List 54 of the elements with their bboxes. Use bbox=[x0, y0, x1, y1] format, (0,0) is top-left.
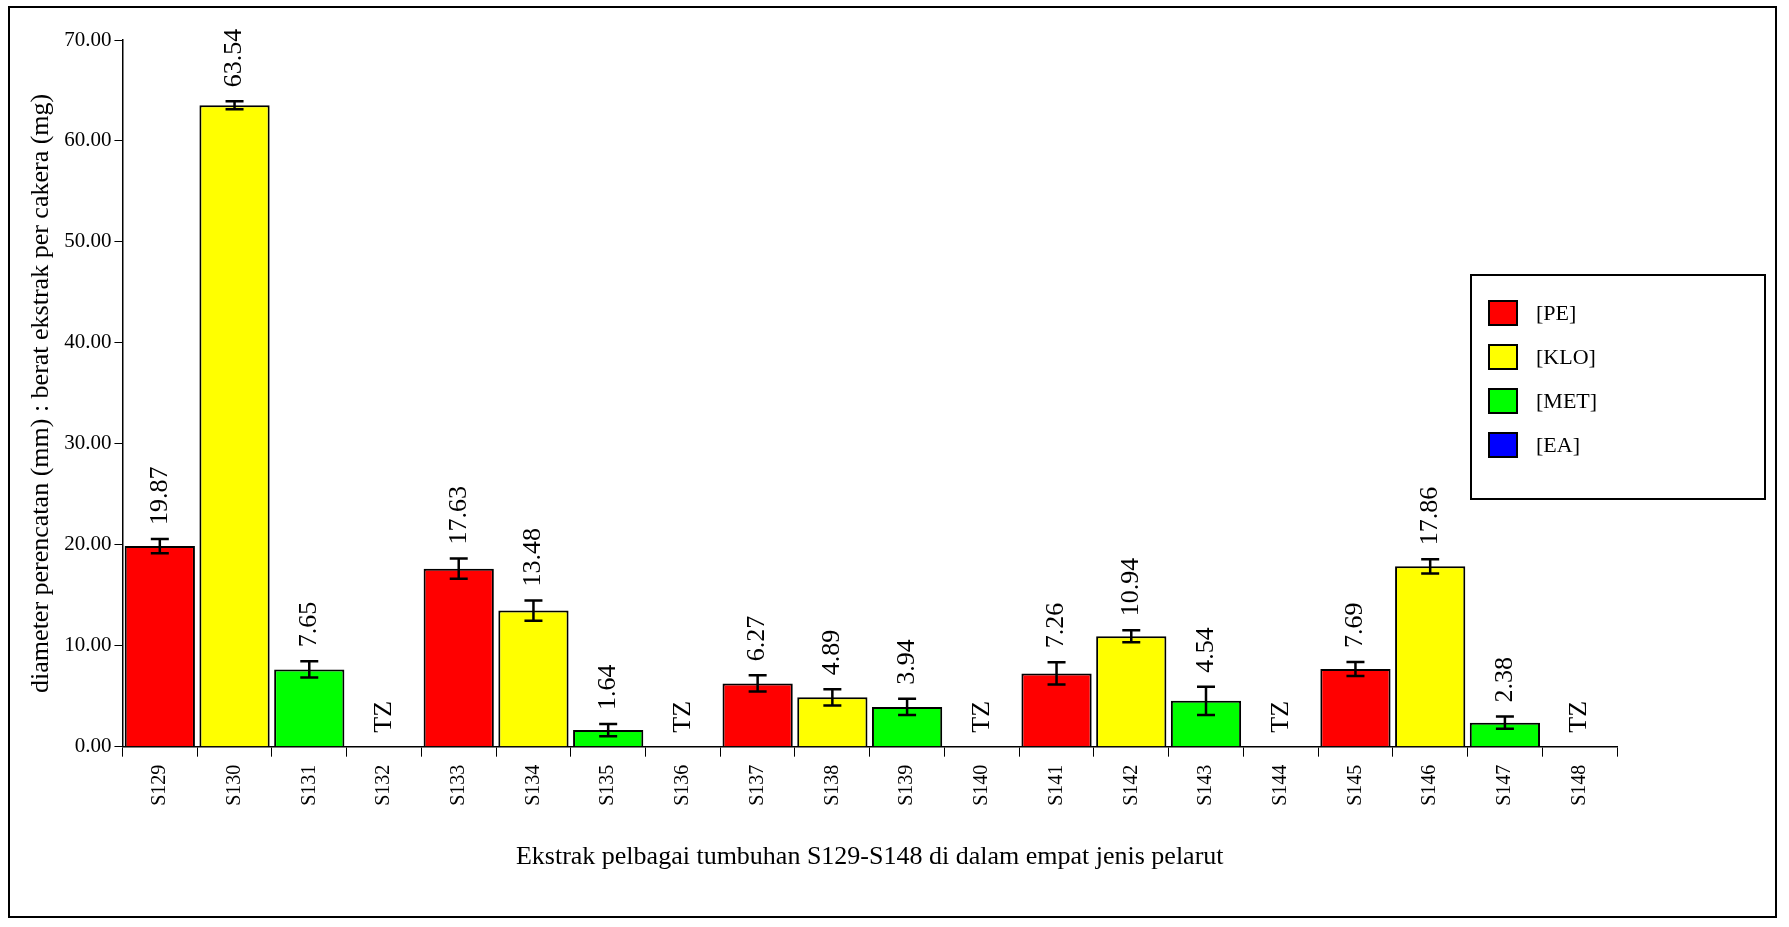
y-tick-label: 10.00 bbox=[64, 632, 112, 657]
data-label: 17.63 bbox=[442, 486, 472, 545]
data-label: 7.26 bbox=[1040, 602, 1070, 649]
y-tick-label: 0.00 bbox=[74, 733, 112, 758]
data-label: 2.38 bbox=[1488, 657, 1518, 703]
x-tick-label: S146 bbox=[1417, 764, 1440, 806]
x-tick-label: S142 bbox=[1118, 764, 1141, 806]
x-tick-label: S141 bbox=[1043, 764, 1066, 806]
data-label: 7.69 bbox=[1339, 602, 1369, 648]
legend-label: [EA] bbox=[1536, 432, 1580, 458]
data-label: 19.87 bbox=[143, 466, 173, 526]
x-tick-label: S135 bbox=[595, 764, 618, 806]
data-label: 1.64 bbox=[592, 664, 622, 711]
x-tick-label: S147 bbox=[1492, 764, 1515, 806]
x-tick-label: S144 bbox=[1267, 764, 1290, 806]
y-tick-label: 40.00 bbox=[64, 329, 112, 354]
x-tick-label: S139 bbox=[894, 764, 917, 806]
text: TZ bbox=[666, 700, 696, 733]
legend-label: [PE] bbox=[1536, 300, 1577, 326]
x-tick-label: S130 bbox=[221, 764, 244, 806]
x-tick-label: S132 bbox=[371, 764, 394, 806]
data-label: 17.86 bbox=[1414, 486, 1444, 546]
y-axis-title: diameter perencatan (mm) : berat ekstrak per cakera (mg) bbox=[25, 93, 55, 693]
x-tick-label: S145 bbox=[1342, 764, 1365, 806]
y-tick-label: 60.00 bbox=[64, 127, 112, 152]
y-tick-label: 30.00 bbox=[64, 430, 112, 455]
x-tick-label: S129 bbox=[147, 764, 170, 806]
x-tick-label: S134 bbox=[520, 764, 543, 806]
x-tick-label: S138 bbox=[819, 764, 842, 806]
y-tick-label: 70.00 bbox=[64, 26, 112, 51]
data-label: 4.89 bbox=[816, 629, 846, 676]
legend-label: [MET] bbox=[1536, 388, 1598, 414]
x-tick-label: S148 bbox=[1566, 764, 1589, 806]
x-tick-label: S137 bbox=[744, 764, 767, 806]
data-label: 10.94 bbox=[1115, 557, 1145, 617]
data-label: 6.27 bbox=[741, 615, 771, 662]
text: TZ bbox=[367, 700, 397, 733]
legend-label: [KLO] bbox=[1536, 344, 1596, 370]
text: TZ bbox=[1563, 700, 1593, 733]
data-label: 7.65 bbox=[293, 601, 323, 648]
data-label: 3.94 bbox=[890, 639, 920, 685]
data-label: 4.54 bbox=[1189, 627, 1219, 673]
x-tick-label: S140 bbox=[969, 764, 992, 806]
x-tick-label: S143 bbox=[1193, 764, 1216, 806]
data-label: 63.54 bbox=[218, 28, 248, 88]
text: TZ bbox=[1264, 700, 1294, 733]
x-tick-label: S133 bbox=[445, 764, 468, 806]
x-tick-label: S136 bbox=[670, 764, 693, 806]
data-label: 13.48 bbox=[517, 528, 547, 587]
text: TZ bbox=[965, 700, 995, 733]
x-axis-title: Ekstrak pelbagai tumbuhan S129-S148 di dalam empat jenis pelarut bbox=[515, 841, 1225, 871]
x-tick-label: S131 bbox=[296, 764, 319, 806]
y-tick-label: 50.00 bbox=[64, 228, 112, 253]
y-tick-label: 20.00 bbox=[64, 531, 112, 556]
